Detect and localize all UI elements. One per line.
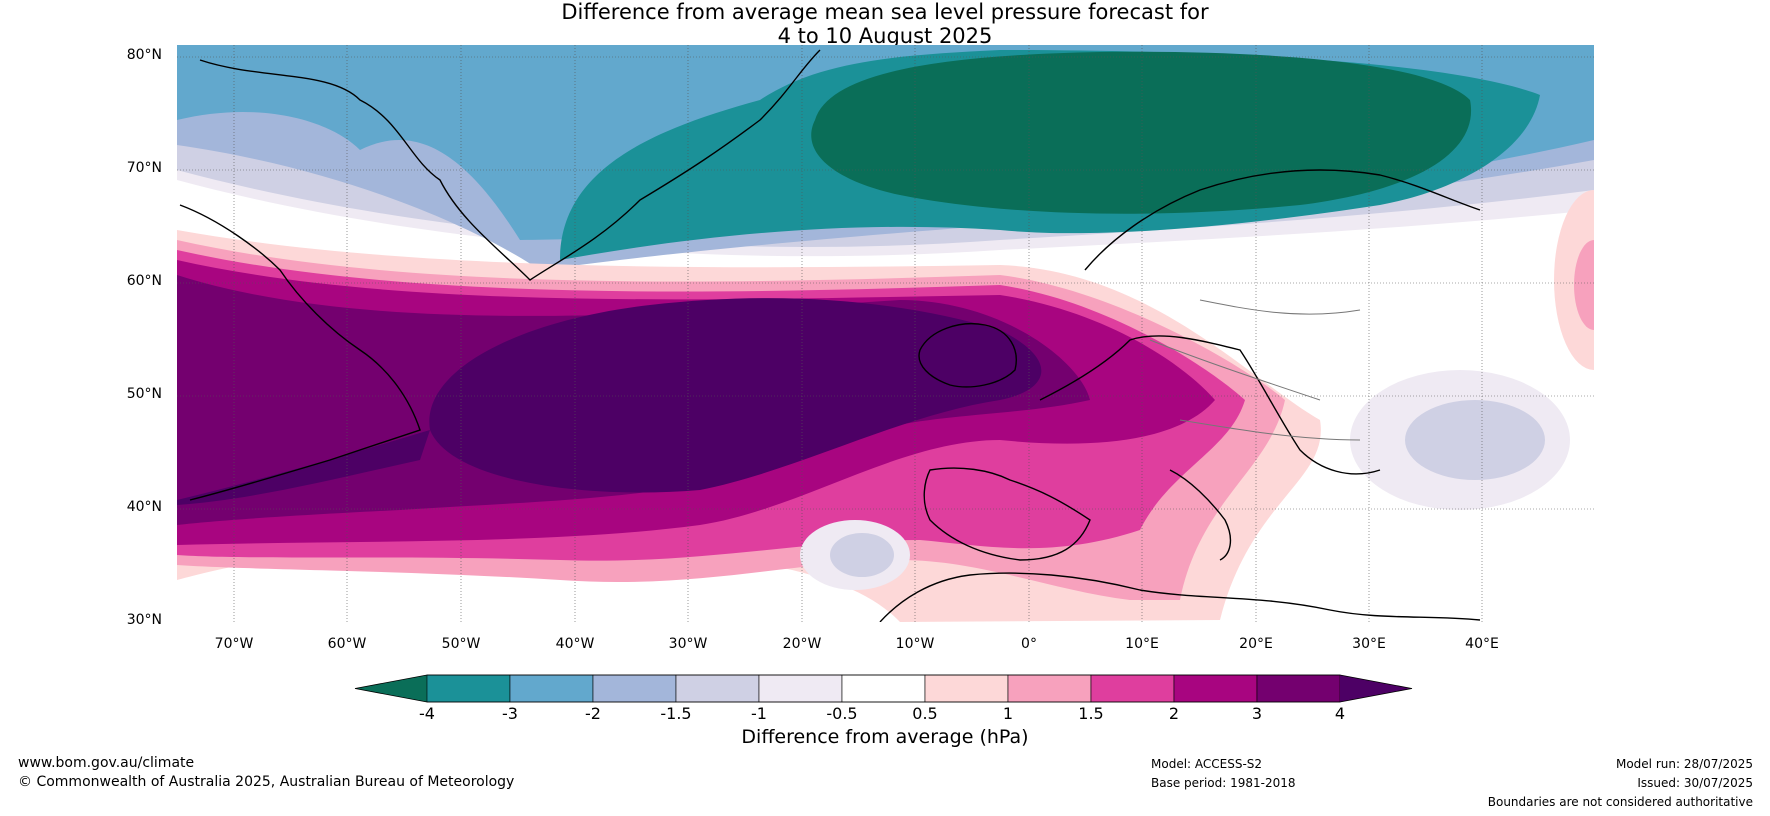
- colorbar-tick-label: -4: [419, 704, 435, 723]
- lon-label-20e: 20°E: [1239, 636, 1273, 652]
- title-line-2: 4 to 10 August 2025: [777, 24, 993, 48]
- lat-label-80n: 80°N: [126, 47, 162, 63]
- footer-model-run: Model run: 28/07/2025: [1615, 757, 1753, 771]
- colorbar-tick-label: -1.5: [660, 704, 692, 723]
- lon-label-30e: 30°E: [1352, 636, 1386, 652]
- colorbar-tick-label: -1: [751, 704, 767, 723]
- lon-label-40w: 40°W: [555, 636, 595, 652]
- map-field: [177, 45, 1594, 622]
- anomaly-cell-black-sea-core: [1405, 400, 1545, 480]
- graticule: [177, 45, 1594, 622]
- colorbar-tick-label: 3: [1251, 704, 1263, 723]
- footer-issued: Issued: 30/07/2025: [1637, 776, 1753, 790]
- colorbar-tick-label: 0.5: [912, 704, 938, 723]
- anomaly-band-pos-4: [177, 298, 1042, 505]
- africa-coast: [879, 572, 1481, 622]
- anomaly-cell-mid-atlantic-core: [830, 533, 894, 577]
- footer-copyright: © Commonwealth of Australia 2025, Austra…: [18, 774, 515, 790]
- anomaly-band-neg-4: [811, 51, 1472, 214]
- colorbar-tick-label: 4: [1334, 704, 1346, 723]
- anomaly-cell-east-edge-core: [1574, 240, 1594, 330]
- colorbar-tick-label: -3: [502, 704, 518, 723]
- title-line-1: Difference from average mean sea level p…: [561, 0, 1209, 24]
- lon-label-10w: 10°W: [895, 636, 935, 652]
- colorbar-tick-label: 1: [1002, 704, 1014, 723]
- footer-model: Model: ACCESS-S2: [1151, 757, 1263, 771]
- coastlines: [179, 49, 1481, 622]
- colorbar-tick-label: -0.5: [826, 704, 858, 723]
- british-isles-coast: [918, 323, 1017, 388]
- lon-label-70w: 70°W: [214, 636, 254, 652]
- lat-label-60n: 60°N: [126, 273, 162, 289]
- footer-base-period: Base period: 1981-2018: [1151, 776, 1296, 790]
- colorbar-tick-label: 2: [1168, 704, 1180, 723]
- footer-disclaimer: Boundaries are not considered authoritat…: [1487, 795, 1753, 809]
- italy-coast: [1169, 469, 1232, 561]
- footer-website[interactable]: www.bom.gov.au/climate: [18, 755, 195, 771]
- lon-label-60w: 60°W: [327, 636, 367, 652]
- colorbar-label: Difference from average (hPa): [741, 726, 1029, 748]
- lat-label-40n: 40°N: [126, 499, 162, 515]
- chart-title: Difference from average mean sea level p…: [0, 0, 1770, 48]
- europe-coast: [1039, 335, 1381, 475]
- lon-label-30w: 30°W: [668, 636, 708, 652]
- borders: [1149, 299, 1361, 441]
- labrador-coast: [179, 204, 421, 501]
- lon-label-10e: 10°E: [1125, 636, 1159, 652]
- lon-label-20w: 20°W: [782, 636, 822, 652]
- colorbar-tick-label: 1.5: [1078, 704, 1104, 723]
- lat-label-70n: 70°N: [126, 160, 162, 176]
- lat-label-30n: 30°N: [126, 612, 162, 628]
- greenland-coast: [199, 49, 821, 281]
- iberia-coast: [923, 467, 1091, 561]
- anomaly-cell-east-edge: [1554, 190, 1594, 370]
- lat-label-50n: 50°N: [126, 386, 162, 402]
- colorbar-tick-label: -2: [585, 704, 601, 723]
- lon-label-50w: 50°W: [441, 636, 481, 652]
- scandinavia-coast: [1084, 169, 1481, 271]
- lon-label-0: 0°: [1021, 636, 1037, 652]
- lon-label-40e: 40°E: [1465, 636, 1499, 652]
